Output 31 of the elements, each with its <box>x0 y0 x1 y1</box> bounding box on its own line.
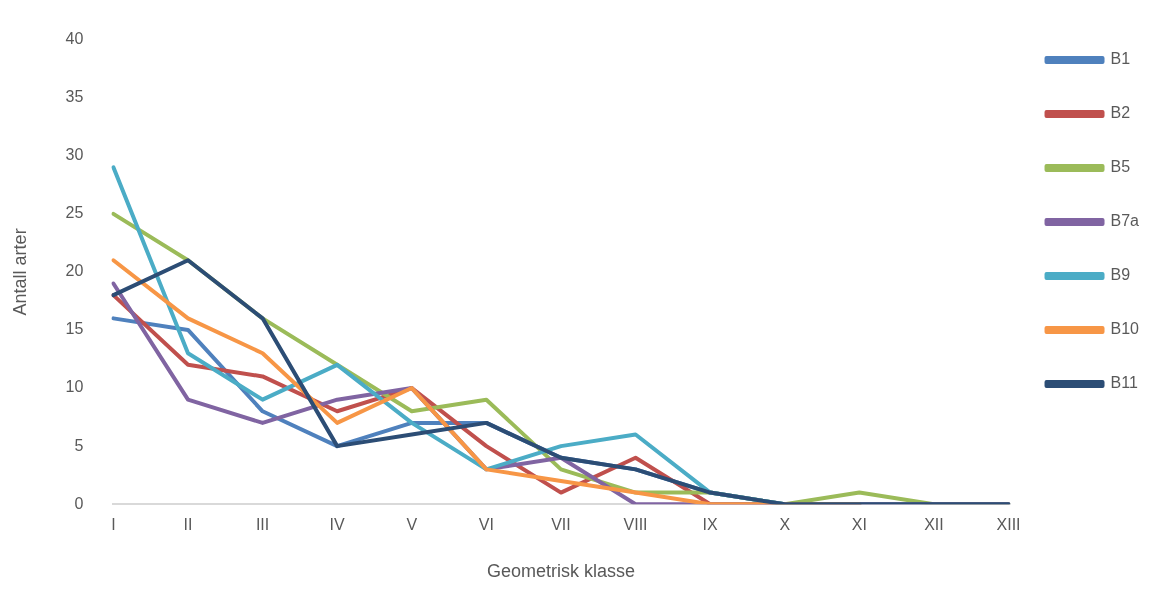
y-tick-label: 40 <box>65 30 84 48</box>
x-tick-label: I <box>111 516 116 534</box>
y-tick-label: 5 <box>74 436 84 454</box>
x-tick-label: V <box>406 516 418 534</box>
x-axis-title: Geometrisk klasse <box>486 561 635 582</box>
x-tick-label: IV <box>329 516 346 534</box>
x-tick-label: XIII <box>996 516 1021 534</box>
x-tick-label: VII <box>551 516 571 534</box>
y-tick-label: 0 <box>74 494 84 512</box>
x-tick-label: VI <box>478 516 494 534</box>
x-tick-label: II <box>183 516 193 534</box>
legend-label: B11 <box>1110 374 1138 392</box>
x-tick-label: XI <box>851 516 867 534</box>
x-tick-label: III <box>255 516 270 534</box>
legend-label: B9 <box>1110 266 1131 284</box>
x-tick-label: IX <box>702 516 719 534</box>
y-tick-label: 25 <box>65 204 84 222</box>
y-tick-label: 30 <box>65 146 84 164</box>
legend-label: B1 <box>1110 50 1131 68</box>
legend-label: B7a <box>1110 212 1140 230</box>
y-tick-label: 35 <box>65 88 84 106</box>
x-tick-label: X <box>779 516 791 534</box>
legend-label: B10 <box>1110 320 1140 338</box>
y-axis-title: Antall arter <box>9 228 30 316</box>
x-tick-label: XII <box>924 516 944 534</box>
y-tick-label: 20 <box>65 262 84 280</box>
legend-label: B5 <box>1110 158 1131 176</box>
y-tick-label: 10 <box>65 378 84 396</box>
x-tick-label: VIII <box>623 516 648 534</box>
y-tick-label: 15 <box>65 320 84 338</box>
legend-label: B2 <box>1110 104 1131 122</box>
